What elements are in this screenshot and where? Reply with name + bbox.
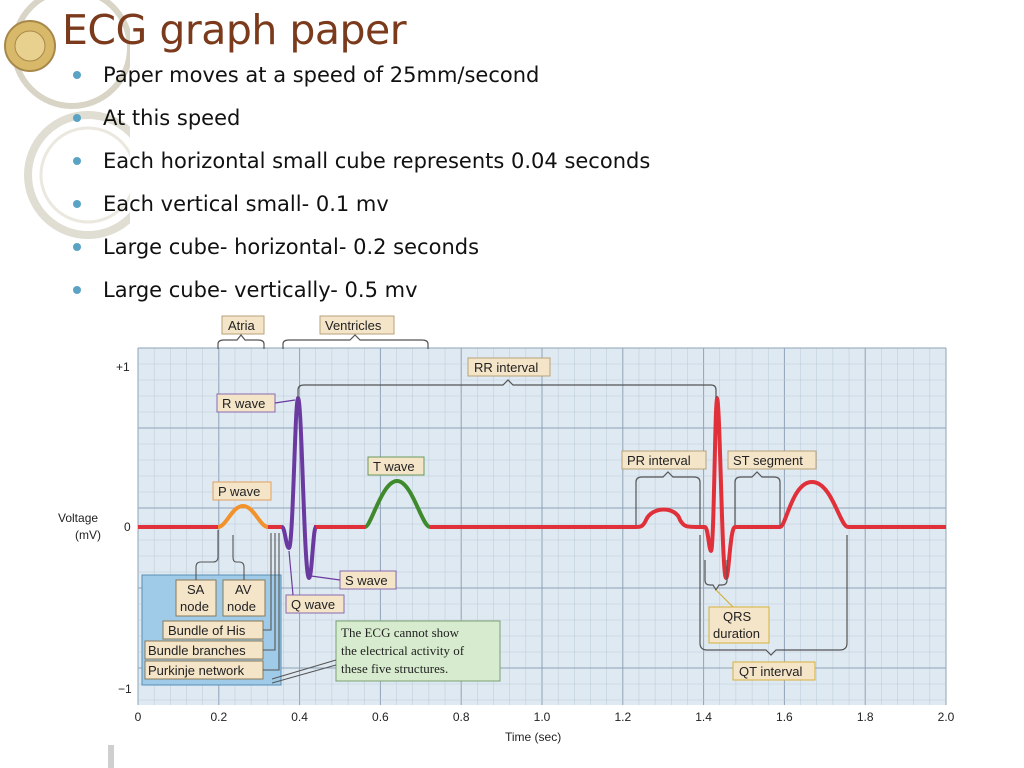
- bundle-branches-label: Bundle branches: [148, 643, 246, 658]
- ring-lower: [24, 111, 130, 239]
- av-node-label-2: node: [227, 599, 256, 614]
- bullet-item: Each vertical small- 0.1 mv: [70, 187, 650, 230]
- t-wave-label-box: [367, 456, 425, 476]
- bullet-item: Each horizontal small cube represents 0.…: [70, 144, 650, 187]
- bullet-icon: [73, 114, 81, 122]
- ventricles-label: Ventricles: [325, 318, 382, 333]
- x-tick-label: 1.2: [614, 710, 631, 724]
- purkinje-network-label: Purkinje network: [148, 663, 245, 678]
- sa-node-label-2: node: [180, 599, 209, 614]
- r-wave-pointer: [274, 399, 296, 404]
- y-tick-label: −1: [118, 682, 132, 696]
- sa-node-label: SA: [187, 582, 205, 597]
- bundle-of-his-label: Bundle of His: [168, 623, 246, 638]
- note-arrows: [271, 659, 337, 684]
- x-tick-label: 0.6: [372, 710, 389, 724]
- baseline-trace: [138, 396, 946, 580]
- st-segment-bracket: [734, 471, 781, 525]
- bullet-icon: [73, 286, 81, 294]
- ventricles-bracket: [282, 334, 429, 349]
- x-tick-label: 0.2: [210, 710, 227, 724]
- t-wave-trace: [363, 478, 431, 529]
- x-tick-label: 0.8: [453, 710, 470, 724]
- x-ticks: 0 0.2 0.4 0.6 0.8 1.0 1.2 1.4 1.6 1.8 2.0: [135, 710, 955, 724]
- qrs-duration-label-2: duration: [713, 626, 760, 641]
- bullet-item: Paper moves at a speed of 25mm/second: [70, 58, 650, 101]
- p-wave-label-box: [212, 481, 272, 501]
- q-wave-pointer: [288, 550, 294, 596]
- qt-interval-bracket: [699, 535, 848, 656]
- qrs-duration-pointer: [715, 589, 735, 609]
- logo-seal-inner: [14, 30, 46, 62]
- pr-interval-label-box: [621, 450, 707, 470]
- bullet-text: Large cube- vertically- 0.5 mv: [103, 278, 418, 302]
- conduction-connectors: [195, 530, 280, 671]
- rr-interval-label: RR interval: [474, 360, 538, 375]
- av-node-label-box: [222, 579, 266, 617]
- bullet-icon: [73, 200, 81, 208]
- y-tick-label: +1: [116, 360, 130, 374]
- p-wave-label: P wave: [218, 484, 260, 499]
- pr-interval-bracket: [635, 471, 701, 525]
- bullet-icon: [73, 71, 81, 79]
- qrs-duration-label-box: [708, 606, 770, 644]
- slide-title: ECG graph paper: [62, 6, 407, 54]
- qt-interval-label-box: [732, 661, 816, 681]
- rr-interval-bracket: [297, 379, 717, 398]
- t-wave-label: T wave: [373, 459, 415, 474]
- bullet-icon: [73, 157, 81, 165]
- qt-interval-label: QT interval: [739, 664, 802, 679]
- sa-node-label-box: [175, 579, 217, 617]
- x-tick-label: 1.0: [534, 710, 551, 724]
- note-line: The ECG cannot show: [341, 625, 460, 640]
- s-wave-label: S wave: [345, 573, 388, 588]
- y-axis-label-unit: (mV): [75, 528, 101, 542]
- x-tick-label: 0: [135, 710, 142, 724]
- x-tick-label: 2.0: [938, 710, 955, 724]
- bullet-item: Large cube- horizontal- 0.2 seconds: [70, 230, 650, 273]
- x-tick-label: 1.6: [776, 710, 793, 724]
- atria-bracket: [217, 334, 265, 349]
- av-node-label: AV: [235, 582, 252, 597]
- decorative-rings: [4, 0, 130, 768]
- qrs-duration-label: QRS: [723, 609, 752, 624]
- x-tick-label: 0.4: [291, 710, 308, 724]
- st-segment-label-box: [727, 450, 817, 470]
- rr-interval-label-box: [467, 357, 551, 377]
- bullet-text: Each horizontal small cube represents 0.…: [103, 149, 651, 173]
- bullet-item: Large cube- vertically- 0.5 mv: [70, 273, 650, 316]
- st-segment-label: ST segment: [733, 453, 803, 468]
- bullet-text: At this speed: [103, 106, 241, 130]
- note-box: [335, 620, 501, 682]
- bullet-item: At this speed: [70, 101, 650, 144]
- bullet-text: Paper moves at a speed of 25mm/second: [103, 63, 540, 87]
- note-line: these five structures.: [341, 661, 448, 676]
- q-wave-label-box: [285, 594, 345, 614]
- p-wave-trace: [217, 503, 269, 529]
- s-wave-pointer: [310, 575, 341, 581]
- x-axis-label: Time (sec): [505, 730, 561, 744]
- left-edge-bar: [108, 745, 114, 768]
- ventricles-label-box: [319, 315, 395, 335]
- bullet-list: Paper moves at a speed of 25mm/second At…: [70, 58, 650, 316]
- atria-label-box: [221, 315, 265, 335]
- x-tick-label: 1.4: [695, 710, 712, 724]
- atria-label: Atria: [228, 318, 256, 333]
- pr-interval-label: PR interval: [627, 453, 691, 468]
- bullet-text: Each vertical small- 0.1 mv: [103, 192, 389, 216]
- y-tick-label: 0: [124, 520, 131, 534]
- bullet-text: Large cube- horizontal- 0.2 seconds: [103, 235, 480, 259]
- ring-lower-inner: [39, 126, 130, 224]
- y-axis-label: Voltage: [58, 511, 98, 525]
- q-wave-label: Q wave: [291, 597, 335, 612]
- bullet-icon: [73, 243, 81, 251]
- note-line: the electrical activity of: [341, 643, 465, 658]
- r-wave-label: R wave: [222, 396, 265, 411]
- qrs-trace: [280, 396, 318, 580]
- x-tick-label: 1.8: [857, 710, 874, 724]
